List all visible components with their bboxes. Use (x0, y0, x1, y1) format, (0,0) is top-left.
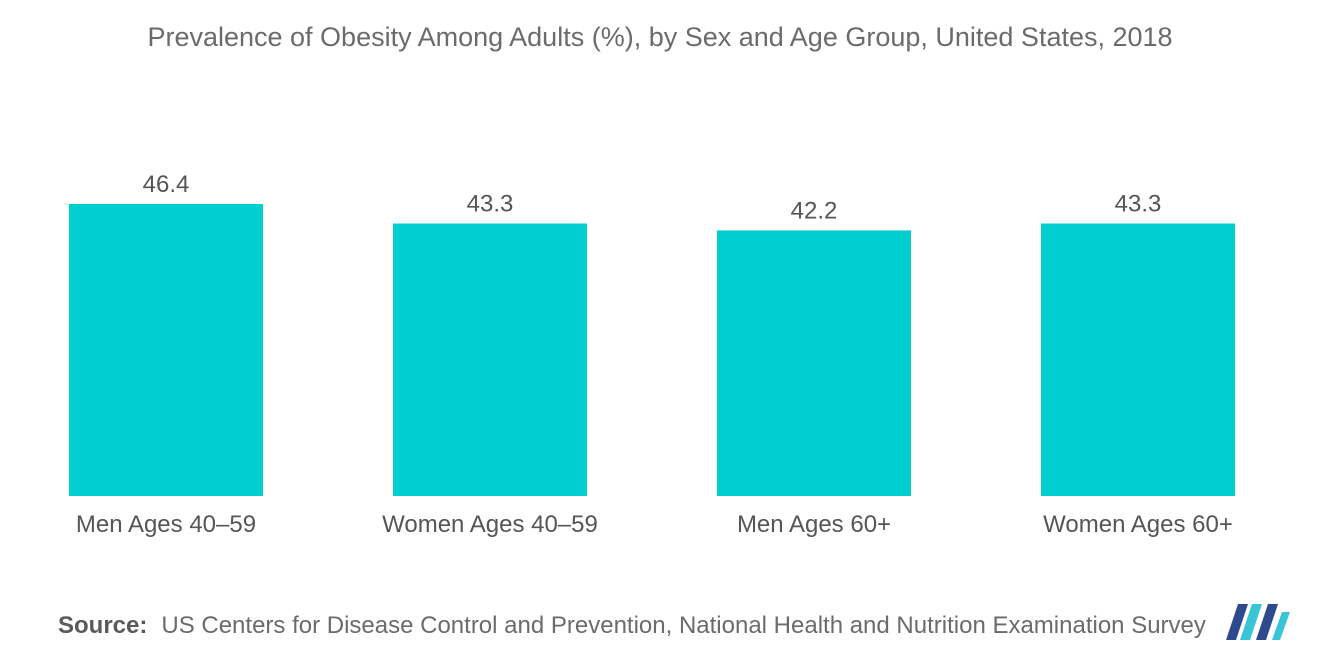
source-label: Source: (58, 612, 148, 639)
bar (69, 204, 263, 496)
bar (717, 230, 911, 496)
source-text: US Centers for Disease Control and Preve… (161, 612, 1206, 639)
bar (393, 223, 587, 497)
bar-value-label: 43.3 (1115, 191, 1162, 218)
category-label: Women Ages 60+ (1043, 511, 1233, 538)
mordor-intelligence-logo-icon (1226, 604, 1290, 640)
bar-value-label: 46.4 (143, 171, 190, 198)
bar-value-label: 43.3 (467, 191, 514, 218)
source-note: Source: US Centers for Disease Control an… (58, 612, 1206, 640)
bar (1041, 223, 1235, 497)
category-label: Women Ages 40–59 (382, 511, 598, 538)
chart-title: Prevalence of Obesity Among Adults (%), … (147, 22, 1173, 52)
category-label: Men Ages 60+ (737, 511, 891, 538)
bar-chart: 46.4 Men Ages 40–59 43.3 Women Ages 40–59 42… (69, 171, 1235, 538)
bar-value-label: 42.2 (791, 197, 838, 224)
category-label: Men Ages 40–59 (76, 511, 256, 538)
